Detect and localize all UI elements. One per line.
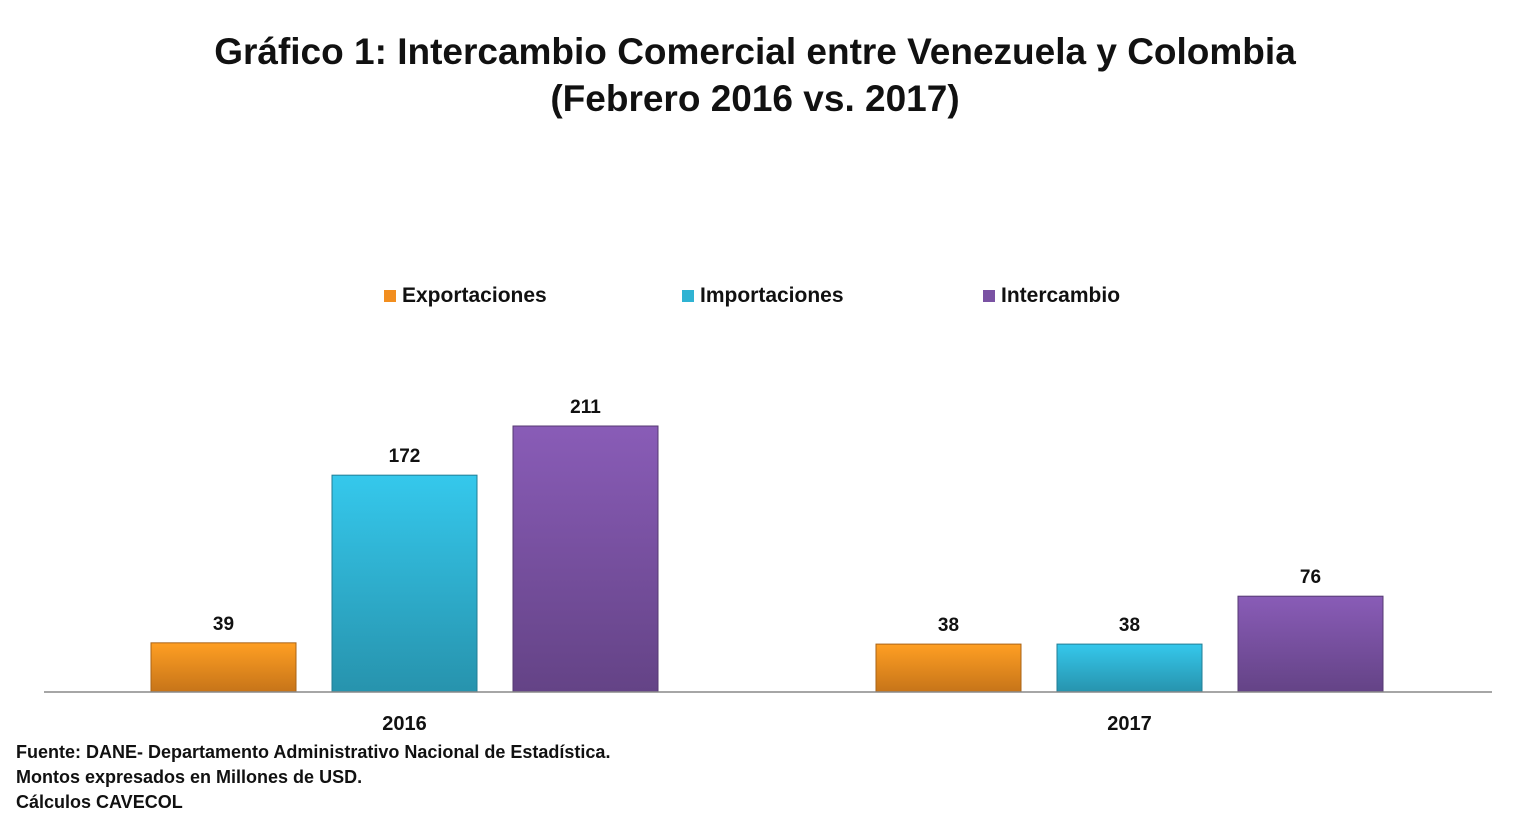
legend: Exportaciones Importaciones Intercambio	[0, 284, 1522, 314]
footer-units: Montos expresados en Millones de USD.	[16, 767, 363, 787]
legend-item-intercambio: Intercambio	[983, 284, 1120, 308]
data-label-exportaciones-2016: 39	[213, 614, 234, 635]
legend-swatch-exportaciones	[384, 290, 396, 302]
bars-group: 39 172 211 38 38 76	[150, 397, 1384, 693]
bar-importaciones-2017	[1056, 643, 1203, 693]
footer-calculations: Cálculos CAVECOL	[16, 792, 183, 812]
x-tick-label-2017: 2017	[1107, 713, 1152, 735]
legend-label-exportaciones: Exportaciones	[402, 284, 547, 307]
chart-title-block: Gráfico 1: Intercambio Comercial entre V…	[0, 28, 1510, 122]
legend-swatch-importaciones	[682, 290, 694, 302]
legend-item-exportaciones: Exportaciones	[384, 284, 547, 308]
x-tick-label-2016: 2016	[382, 713, 427, 735]
legend-swatch-intercambio	[983, 290, 995, 302]
data-label-intercambio-2017: 76	[1300, 567, 1321, 588]
legend-label-importaciones: Importaciones	[700, 284, 844, 307]
chart-title: Gráfico 1: Intercambio Comercial entre V…	[214, 31, 1296, 72]
data-label-intercambio-2016: 211	[570, 397, 601, 418]
chart-footer: Fuente: DANE- Departamento Administrativ…	[16, 740, 610, 815]
data-label-exportaciones-2017: 38	[938, 615, 959, 636]
x-axis-ticks: 2016 2017	[382, 713, 1152, 735]
legend-item-importaciones: Importaciones	[682, 284, 844, 308]
chart-subtitle: (Febrero 2016 vs. 2017)	[550, 78, 960, 119]
footer-source: Fuente: DANE- Departamento Administrativ…	[16, 742, 611, 762]
bar-importaciones-2016	[331, 474, 478, 693]
legend-label-intercambio: Intercambio	[1001, 284, 1121, 307]
bar-exportaciones-2016	[150, 642, 297, 693]
data-label-importaciones-2017: 38	[1119, 615, 1140, 636]
data-label-importaciones-2016: 172	[389, 446, 421, 467]
bar-intercambio-2017	[1237, 595, 1384, 693]
bar-intercambio-2016	[512, 425, 659, 693]
bar-exportaciones-2017	[875, 643, 1022, 693]
